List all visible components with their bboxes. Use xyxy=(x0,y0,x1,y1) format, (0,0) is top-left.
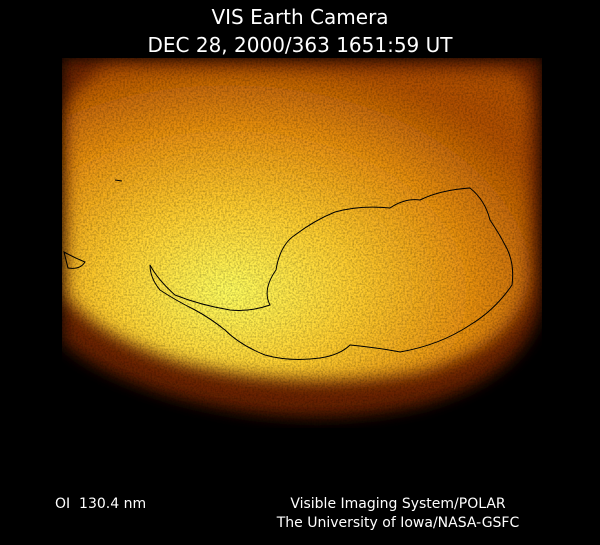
title: VIS Earth Camera xyxy=(211,5,388,29)
timestamp: DEC 28, 2000/363 1651:59 UT xyxy=(148,33,454,57)
wavelength: OI 130.4 nm xyxy=(55,496,146,512)
institution: The University of Iowa/NASA-GSFC xyxy=(276,515,520,531)
noise-texture xyxy=(62,58,542,428)
instrument: Visible Imaging System/POLAR xyxy=(290,496,506,512)
earth-image xyxy=(62,58,542,428)
coastline-island xyxy=(63,251,86,269)
coastline-fragment xyxy=(114,179,123,182)
coastline xyxy=(149,187,514,360)
